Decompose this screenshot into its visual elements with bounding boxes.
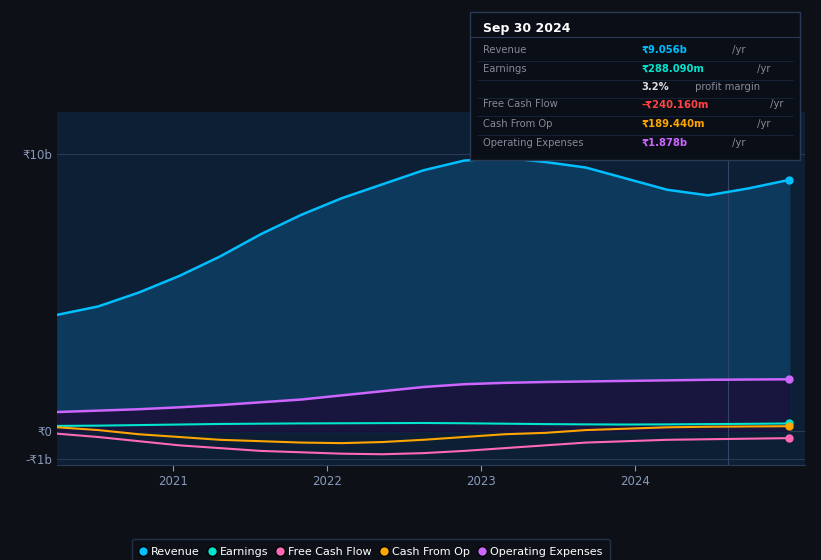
Text: Earnings: Earnings	[484, 64, 527, 74]
Text: ₹189.440m: ₹189.440m	[641, 119, 705, 129]
Text: Revenue: Revenue	[484, 45, 526, 54]
Text: -₹240.160m: -₹240.160m	[641, 99, 709, 109]
Text: Free Cash Flow: Free Cash Flow	[484, 99, 558, 109]
Text: Operating Expenses: Operating Expenses	[484, 138, 584, 148]
Text: /yr: /yr	[754, 64, 771, 74]
Legend: Revenue, Earnings, Free Cash Flow, Cash From Op, Operating Expenses: Revenue, Earnings, Free Cash Flow, Cash …	[132, 539, 610, 560]
Text: Sep 30 2024: Sep 30 2024	[484, 22, 571, 35]
Text: ₹9.056b: ₹9.056b	[641, 45, 687, 54]
Text: ₹288.090m: ₹288.090m	[641, 64, 704, 74]
Text: /yr: /yr	[729, 138, 746, 148]
Text: /yr: /yr	[754, 119, 771, 129]
Text: /yr: /yr	[767, 99, 783, 109]
FancyBboxPatch shape	[470, 12, 800, 160]
Text: Cash From Op: Cash From Op	[484, 119, 553, 129]
Text: 3.2%: 3.2%	[641, 82, 669, 91]
Text: /yr: /yr	[729, 45, 746, 54]
Text: ₹1.878b: ₹1.878b	[641, 138, 688, 148]
Text: profit margin: profit margin	[692, 82, 760, 91]
